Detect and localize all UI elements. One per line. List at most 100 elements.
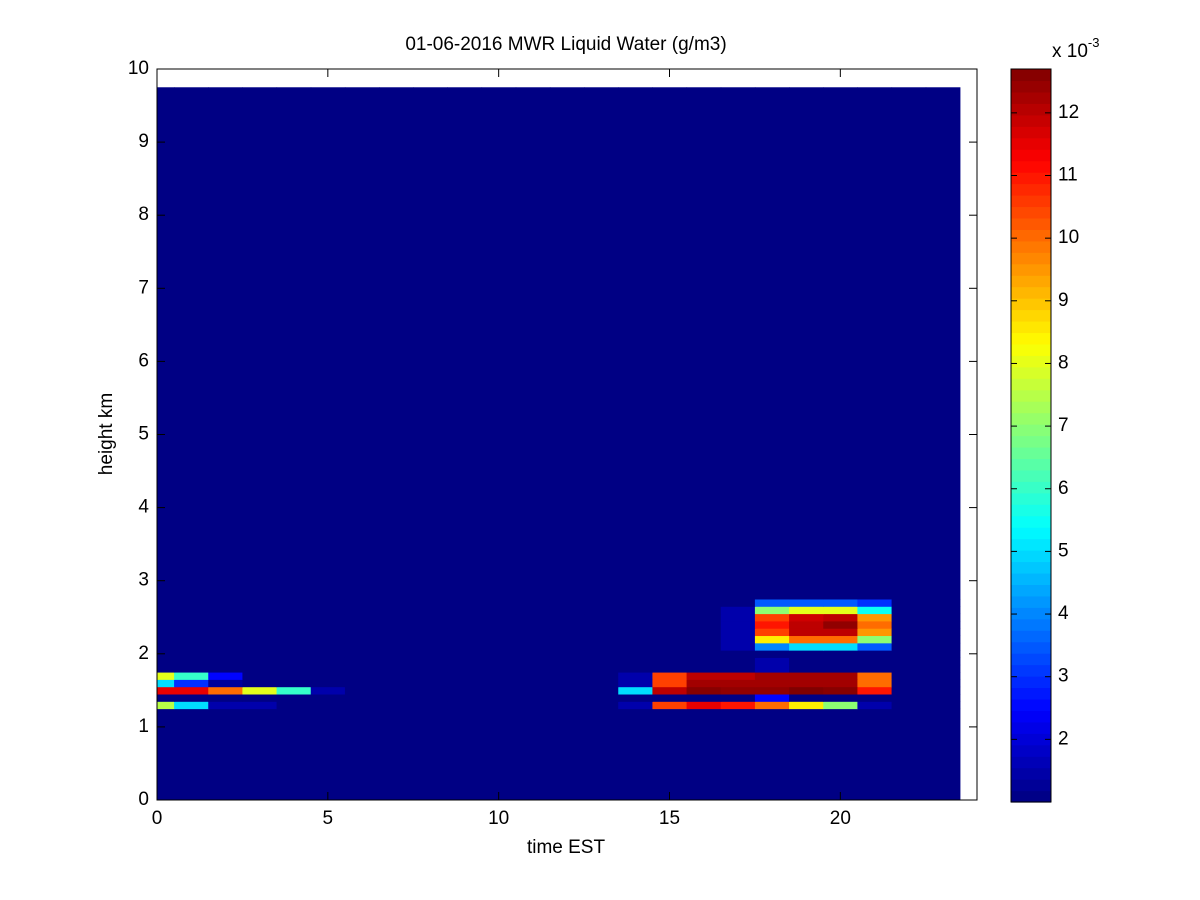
heatmap-cell: [379, 701, 414, 710]
x-tick-label: 10: [488, 808, 509, 829]
heatmap-cell: [686, 620, 722, 629]
heatmap-cell: [344, 598, 380, 607]
heatmap-cell: [344, 606, 380, 615]
heatmap-cell: [413, 606, 448, 615]
heatmap-cell: [549, 701, 585, 710]
heatmap-cell: [379, 642, 414, 651]
heatmap-cell: [789, 613, 824, 622]
heatmap-cell: [344, 642, 380, 651]
x-tick-label: 15: [659, 808, 680, 829]
heatmap-cell: [276, 606, 312, 615]
heatmap-cell: [447, 701, 483, 710]
heatmap-cell: [652, 694, 688, 702]
heatmap-cell: [413, 701, 448, 710]
heatmap-cell: [891, 686, 927, 695]
heatmap-cell: [481, 620, 517, 629]
heatmap-cell: [652, 620, 688, 629]
heatmap-cell: [208, 679, 243, 688]
heatmap-cell: [242, 628, 278, 637]
heatmap-cell: [276, 694, 312, 702]
colorbar-swatch: [1011, 767, 1051, 780]
heatmap-cell: [157, 598, 175, 607]
heatmap-cell: [925, 620, 961, 629]
heatmap-cell: [310, 628, 346, 637]
heatmap-cell: [242, 679, 278, 688]
heatmap-cell: [686, 694, 722, 702]
heatmap-cell: [891, 642, 927, 651]
heatmap-cell: [310, 650, 346, 658]
heatmap-cell: [208, 708, 243, 801]
colorbar-swatch: [1011, 641, 1051, 654]
heatmap-cell: [857, 708, 893, 801]
colorbar-swatch: [1011, 263, 1051, 276]
heatmap-cell: [208, 620, 243, 629]
heatmap-cell: [208, 657, 243, 666]
heatmap-cell: [515, 620, 551, 629]
heatmap-cell: [481, 708, 517, 801]
heatmap-cell: [891, 87, 927, 600]
heatmap-cell: [310, 657, 346, 666]
heatmap-cell: [310, 679, 346, 688]
heatmap-cell: [549, 613, 585, 622]
heatmap-cell: [549, 672, 585, 680]
colorbar-tick-label: 2: [1058, 728, 1069, 749]
heatmap-cell: [618, 635, 653, 644]
colorbar-swatch: [1011, 676, 1051, 689]
heatmap-cell: [652, 657, 688, 666]
heatmap-cell: [208, 672, 243, 680]
heatmap-cell: [276, 664, 312, 673]
heatmap-cell: [157, 672, 175, 680]
heatmap-cell: [276, 686, 312, 695]
heatmap-cell: [857, 650, 893, 658]
colorbar-swatch: [1011, 378, 1051, 391]
colorbar-swatch: [1011, 69, 1051, 82]
heatmap-cell: [720, 708, 756, 801]
heatmap-cell: [447, 708, 483, 801]
colorbar-swatch: [1011, 252, 1051, 265]
heatmap-cell: [925, 598, 961, 607]
heatmap-cell: [618, 672, 653, 680]
heatmap-cell: [174, 635, 209, 644]
heatmap-cell: [481, 606, 517, 615]
heatmap-cell: [413, 686, 448, 695]
colorbar-tick-label: 8: [1058, 352, 1069, 373]
colorbar-swatch: [1011, 126, 1051, 139]
heatmap-cell: [208, 694, 243, 702]
heatmap-cell: [925, 686, 961, 695]
heatmap-cell: [379, 672, 414, 680]
colorbar-swatch: [1011, 550, 1051, 563]
heatmap-cell: [925, 87, 961, 600]
heatmap-cell: [157, 613, 175, 622]
heatmap-cell: [515, 628, 551, 637]
colorbar-swatch: [1011, 137, 1051, 150]
heatmap-cell: [208, 642, 243, 651]
heatmap-cell: [310, 686, 346, 695]
y-tick-label: 0: [138, 789, 149, 810]
heatmap-cell: [549, 87, 585, 600]
heatmap-cell: [686, 664, 722, 673]
heatmap-cell: [447, 635, 483, 644]
heatmap-cell: [379, 664, 414, 673]
heatmap-cell: [344, 686, 380, 695]
colorbar-swatch: [1011, 687, 1051, 700]
heatmap-cell: [276, 650, 312, 658]
colorbar-swatch: [1011, 618, 1051, 631]
heatmap-cell: [310, 708, 346, 801]
colorbar-swatch: [1011, 492, 1051, 505]
heatmap-cell: [925, 664, 961, 673]
heatmap-cell: [754, 650, 790, 658]
colorbar-swatch: [1011, 366, 1051, 379]
colorbar-swatch: [1011, 172, 1051, 185]
heatmap-cell: [618, 701, 653, 710]
heatmap-cell: [379, 606, 414, 615]
heatmap-cell: [720, 598, 756, 607]
heatmap-cell: [344, 657, 380, 666]
colorbar-swatch: [1011, 504, 1051, 517]
heatmap-cell: [157, 701, 175, 710]
colorbar-swatch: [1011, 206, 1051, 219]
colorbar: [1011, 69, 1051, 803]
heatmap-cell: [720, 635, 756, 644]
heatmap-cell: [584, 672, 619, 680]
heatmap-cell: [413, 708, 448, 801]
heatmap-cell: [413, 642, 448, 651]
